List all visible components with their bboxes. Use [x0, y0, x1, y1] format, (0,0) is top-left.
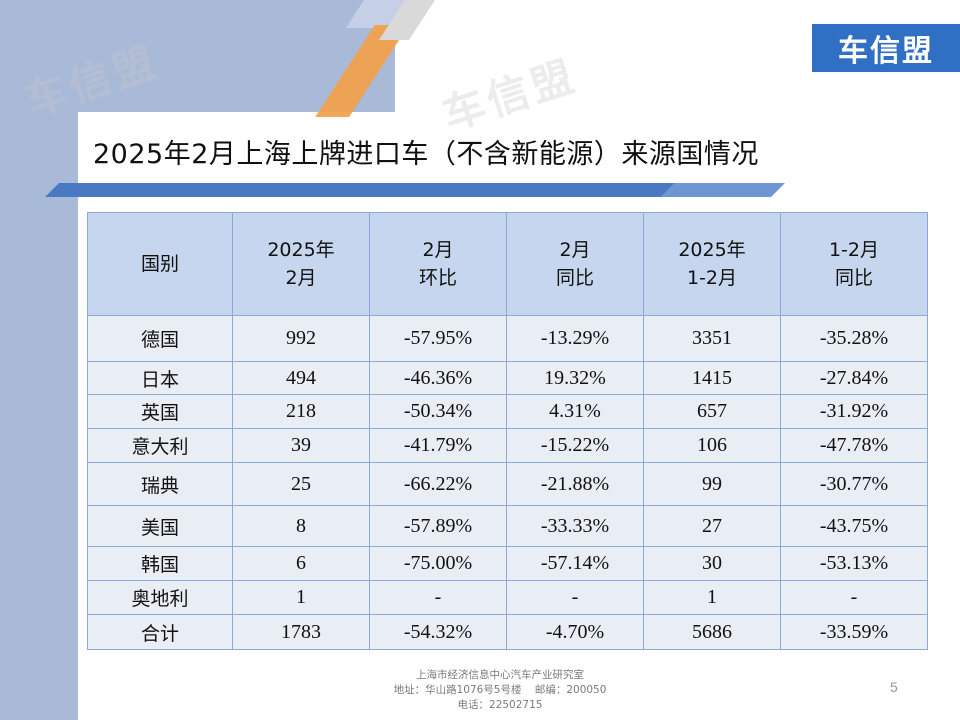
table-row: 日本 494 -46.36% 19.32% 1415 -27.84% — [87, 361, 928, 395]
title-underline-bar — [45, 183, 785, 197]
cell-value: 106 — [643, 428, 781, 463]
cell-value: -13.29% — [506, 315, 644, 362]
header-jan-feb-yoy: 1-2月 同比 — [780, 212, 928, 316]
header-feb-yoy: 2月 同比 — [506, 212, 644, 316]
cell-value: 1783 — [232, 614, 370, 650]
cell-country: 韩国 — [87, 546, 233, 581]
cell-value: 39 — [232, 428, 370, 463]
cell-country: 合计 — [87, 614, 233, 650]
cell-value: 992 — [232, 315, 370, 362]
cell-value: 494 — [232, 361, 370, 395]
table-row-total: 合计 1783 -54.32% -4.70% 5686 -33.59% — [87, 614, 928, 650]
table-row: 意大利 39 -41.79% -15.22% 106 -47.78% — [87, 428, 928, 463]
cell-value: 1415 — [643, 361, 781, 395]
cell-value: 8 — [232, 505, 370, 547]
cell-value: -46.36% — [369, 361, 507, 395]
cell-value: -4.70% — [506, 614, 644, 650]
table-row: 美国 8 -57.89% -33.33% 27 -43.75% — [87, 505, 928, 547]
cell-value: 6 — [232, 546, 370, 581]
cell-value: 4.31% — [506, 394, 644, 429]
cell-value: -54.32% — [369, 614, 507, 650]
cell-value: -33.59% — [780, 614, 928, 650]
footer-org: 上海市经济信息中心汽车产业研究室 — [416, 669, 584, 681]
brand-logo: 车信盟 — [812, 24, 960, 72]
cell-country: 德国 — [87, 315, 233, 362]
cell-value: 1 — [643, 580, 781, 615]
cell-value: 19.32% — [506, 361, 644, 395]
header-country: 国别 — [87, 212, 233, 316]
cell-value: -50.34% — [369, 394, 507, 429]
cell-value: -47.78% — [780, 428, 928, 463]
cell-value: -43.75% — [780, 505, 928, 547]
cell-value: -30.77% — [780, 462, 928, 506]
table-row: 瑞典 25 -66.22% -21.88% 99 -30.77% — [87, 462, 928, 506]
table-row: 德国 992 -57.95% -13.29% 3351 -35.28% — [87, 315, 928, 362]
cell-value: -66.22% — [369, 462, 507, 506]
cell-value: -57.14% — [506, 546, 644, 581]
table-row: 韩国 6 -75.00% -57.14% 30 -53.13% — [87, 546, 928, 581]
watermark-logo: 车信盟 — [436, 50, 584, 140]
cell-value: -15.22% — [506, 428, 644, 463]
cell-country: 英国 — [87, 394, 233, 429]
cell-value: -27.84% — [780, 361, 928, 395]
header-feb-mom: 2月 环比 — [369, 212, 507, 316]
cell-value: -57.89% — [369, 505, 507, 547]
cell-value: 27 — [643, 505, 781, 547]
cell-value: 30 — [643, 546, 781, 581]
cell-value: 25 — [232, 462, 370, 506]
cell-value: -53.13% — [780, 546, 928, 581]
cell-value: -21.88% — [506, 462, 644, 506]
slide-title: 2025年2月上海上牌进口车（不含新能源）来源国情况 — [93, 139, 759, 170]
header-feb-2025: 2025年 2月 — [232, 212, 370, 316]
cell-country: 日本 — [87, 361, 233, 395]
cell-value: 3351 — [643, 315, 781, 362]
table-row: 英国 218 -50.34% 4.31% 657 -31.92% — [87, 394, 928, 429]
cell-value: -31.92% — [780, 394, 928, 429]
header-jan-feb-2025: 2025年 1-2月 — [643, 212, 781, 316]
table-row: 奥地利 1 - - 1 - — [87, 580, 928, 615]
import-source-table: 国别 2025年 2月 2月 环比 2月 同比 2025年 1-2月 1-2月 同比 德国… — [87, 212, 928, 650]
cell-value: 5686 — [643, 614, 781, 650]
footer-contact: 上海市经济信息中心汽车产业研究室 地址：华山路1076号5号楼 邮编：20005… — [340, 668, 660, 713]
cell-value: -41.79% — [369, 428, 507, 463]
cell-country: 奥地利 — [87, 580, 233, 615]
cell-value: - — [506, 580, 644, 615]
left-decor-band — [0, 0, 78, 720]
cell-country: 美国 — [87, 505, 233, 547]
footer-address: 地址：华山路1076号5号楼 邮编：200050 — [393, 684, 607, 696]
cell-country: 瑞典 — [87, 462, 233, 506]
footer-phone: 电话：22502715 — [457, 699, 543, 711]
cell-country: 意大利 — [87, 428, 233, 463]
cell-value: -35.28% — [780, 315, 928, 362]
cell-value: - — [369, 580, 507, 615]
cell-value: 657 — [643, 394, 781, 429]
page-number: 5 — [890, 679, 898, 695]
cell-value: 1 — [232, 580, 370, 615]
cell-value: -33.33% — [506, 505, 644, 547]
cell-value: -75.00% — [369, 546, 507, 581]
cell-value: 218 — [232, 394, 370, 429]
cell-value: - — [780, 580, 928, 615]
cell-value: -57.95% — [369, 315, 507, 362]
cell-value: 99 — [643, 462, 781, 506]
table-header-row: 国别 2025年 2月 2月 环比 2月 同比 2025年 1-2月 1-2月 同比 — [87, 212, 928, 316]
